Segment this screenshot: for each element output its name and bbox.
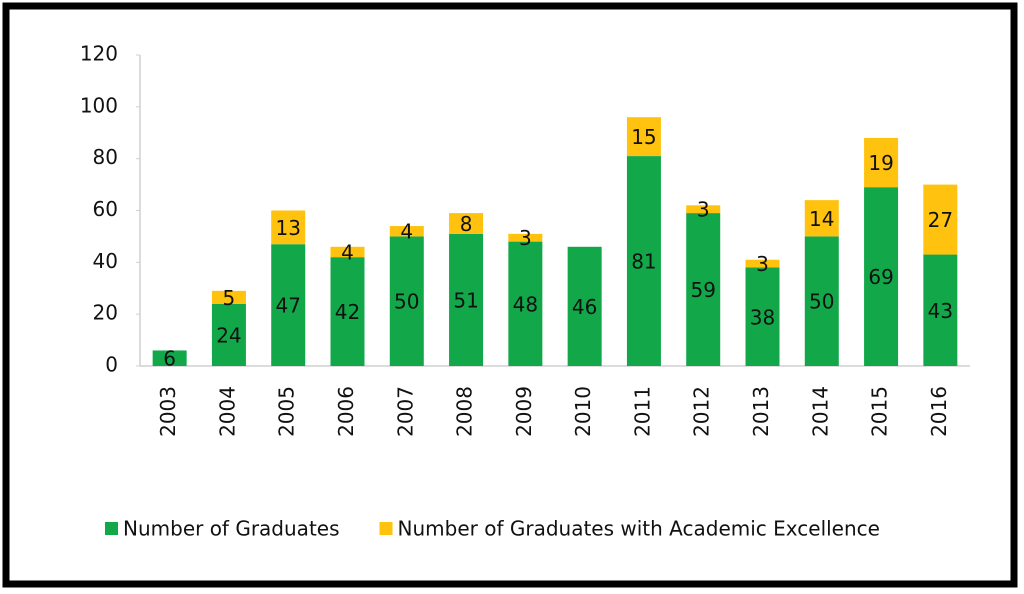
value-label: 38 — [750, 305, 775, 329]
x-tick-label: 2009 — [512, 386, 536, 437]
bar-segment — [567, 246, 602, 366]
value-label: 81 — [631, 250, 656, 274]
bar-segment — [211, 290, 246, 304]
bar-segment — [389, 236, 424, 366]
y-tick-label: 40 — [93, 249, 118, 273]
value-label: 48 — [513, 292, 538, 316]
x-tick-label: 2011 — [630, 386, 654, 437]
bar-segment — [330, 246, 365, 258]
x-tick-label: 2012 — [690, 386, 714, 437]
y-tick-label: 0 — [105, 353, 118, 377]
value-label: 6 — [163, 347, 176, 371]
bar-segment — [626, 117, 661, 157]
x-tick-label: 2004 — [215, 386, 239, 437]
bar-segment — [449, 213, 484, 234]
y-tick-label: 100 — [80, 93, 118, 117]
bar-segment — [271, 244, 306, 366]
y-tick-label: 20 — [93, 301, 118, 325]
bar-segment — [330, 257, 365, 366]
value-label: 51 — [453, 288, 478, 312]
x-tick-label: 2006 — [334, 386, 358, 437]
value-label: 3 — [756, 252, 769, 276]
x-tick-label: 2008 — [453, 386, 477, 437]
bar-segment — [152, 350, 187, 366]
value-label: 59 — [690, 278, 715, 302]
bar-segment — [626, 156, 661, 366]
value-label: 43 — [928, 299, 953, 323]
value-label: 27 — [928, 208, 953, 232]
bar-segment — [211, 303, 246, 366]
bar-segment — [923, 184, 958, 255]
value-label: 50 — [809, 290, 834, 314]
bar-segment — [508, 241, 543, 366]
y-tick-label: 80 — [93, 145, 118, 169]
value-label: 14 — [809, 207, 834, 231]
legend-swatch — [105, 522, 118, 535]
bar-segment — [804, 236, 839, 366]
value-label: 4 — [400, 220, 413, 244]
value-label: 4 — [341, 240, 354, 264]
bar-segment — [745, 259, 780, 268]
y-tick-label: 120 — [80, 42, 118, 66]
value-label: 13 — [275, 216, 300, 240]
bar-segment — [508, 233, 543, 242]
value-label: 46 — [572, 295, 597, 319]
value-label: 24 — [216, 323, 241, 347]
bar-segment — [923, 254, 958, 366]
bar-segment — [686, 213, 721, 366]
legend-label: Number of Graduates — [123, 517, 340, 541]
x-tick-label: 2016 — [927, 386, 951, 437]
bar-segment — [271, 210, 306, 245]
y-tick-label: 60 — [93, 197, 118, 221]
legend-swatch — [379, 522, 393, 535]
x-tick-label: 2013 — [749, 386, 773, 437]
bar-segment — [804, 200, 839, 237]
legend-label: Number of Graduates with Academic Excell… — [398, 517, 880, 541]
x-tick-label: 2007 — [393, 386, 417, 437]
value-label: 8 — [460, 212, 473, 236]
bar-segment — [864, 187, 899, 366]
bar-segment — [449, 233, 484, 366]
value-label: 19 — [868, 151, 893, 175]
value-label: 50 — [394, 290, 419, 314]
value-label: 3 — [519, 226, 532, 250]
value-label: 5 — [223, 286, 236, 310]
value-label: 15 — [631, 125, 656, 149]
x-tick-label: 2005 — [275, 386, 299, 437]
x-tick-label: 2015 — [868, 386, 892, 437]
x-tick-label: 2014 — [808, 386, 832, 437]
bar-segment — [686, 205, 721, 214]
x-tick-label: 2003 — [156, 386, 180, 437]
value-label: 3 — [697, 198, 710, 222]
bar-segment — [745, 267, 780, 366]
x-tick-label: 2010 — [571, 386, 595, 437]
bar-segment — [389, 226, 424, 237]
value-label: 42 — [335, 300, 360, 324]
value-label: 47 — [275, 294, 300, 318]
bar-segment — [864, 137, 899, 188]
value-label: 69 — [868, 265, 893, 289]
